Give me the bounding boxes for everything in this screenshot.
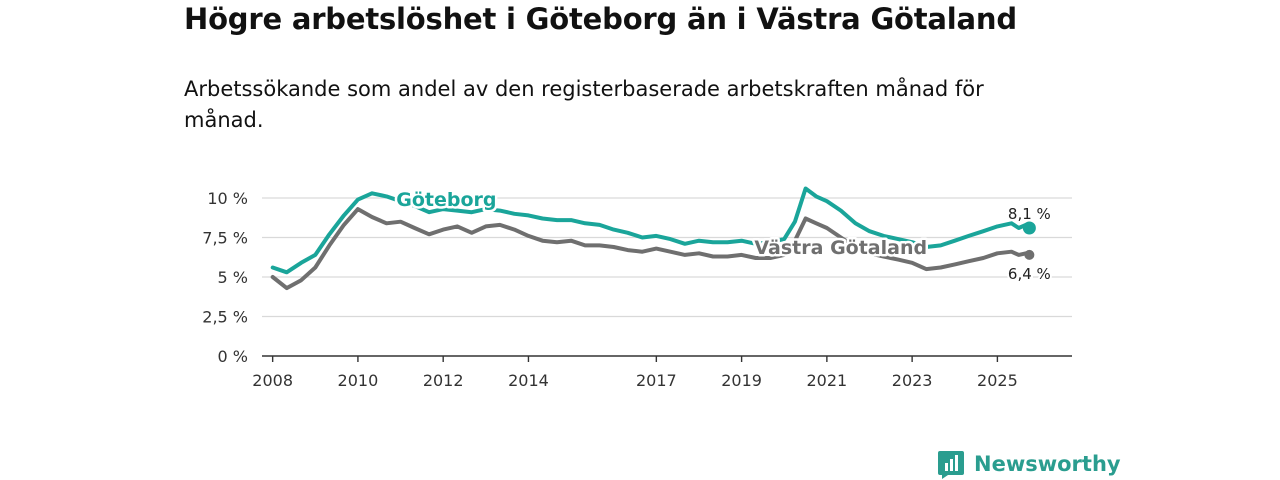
x-tick-label: 2012 — [423, 371, 464, 390]
series-label-vastra: Västra Götaland — [754, 237, 927, 259]
x-tick-label: 2017 — [636, 371, 677, 390]
end-value-label-goteborg: 8,1 % — [1008, 205, 1051, 223]
series-lines — [270, 186, 1036, 291]
x-axis: 2008 2010 2012 2014 2017 2019 2021 2023 2025 — [252, 355, 1072, 390]
x-tick-label: 2014 — [508, 371, 549, 390]
x-tick-label: 2023 — [892, 371, 933, 390]
series-end-point-goteborg — [1022, 221, 1036, 235]
x-tick-label: 2021 — [807, 371, 848, 390]
end-value-label-vastra: 6,4 % — [1008, 265, 1051, 283]
newsworthy-logo-icon — [938, 451, 964, 479]
series-label-goteborg: Göteborg — [396, 189, 496, 211]
y-tick-label: 5 % — [218, 268, 248, 287]
x-tick-label: 2008 — [252, 371, 293, 390]
x-tick-label: 2025 — [977, 371, 1018, 390]
gridlines — [262, 197, 1072, 318]
y-tick-label: 2,5 % — [202, 308, 248, 327]
series-line-goteborg — [270, 186, 1032, 275]
line-chart: 0 % 2,5 % 5 % 7,5 % 10 % 2008 2010 2012 2014 201… — [202, 186, 1072, 390]
y-axis: 0 % 2,5 % 5 % 7,5 % 10 % — [202, 189, 248, 366]
y-tick-label: 10 % — [207, 189, 248, 208]
brand-logo: Newsworthy — [938, 449, 1121, 479]
brand-name: Newsworthy — [974, 452, 1121, 476]
y-tick-label: 0 % — [218, 347, 248, 366]
series-labels: Göteborg 8,1 % Västra Götaland 6,4 % — [394, 186, 1053, 284]
x-tick-label: 2010 — [338, 371, 379, 390]
y-tick-label: 7,5 % — [202, 229, 248, 248]
chart-title: Högre arbetslöshet i Göteborg än i Västr… — [184, 2, 1017, 36]
series-end-point-vastra — [1024, 249, 1035, 260]
x-tick-label: 2019 — [721, 371, 762, 390]
series-line-vastra — [270, 207, 1032, 291]
chart-subtitle: Arbetssökande som andel av den registerb… — [184, 77, 984, 132]
